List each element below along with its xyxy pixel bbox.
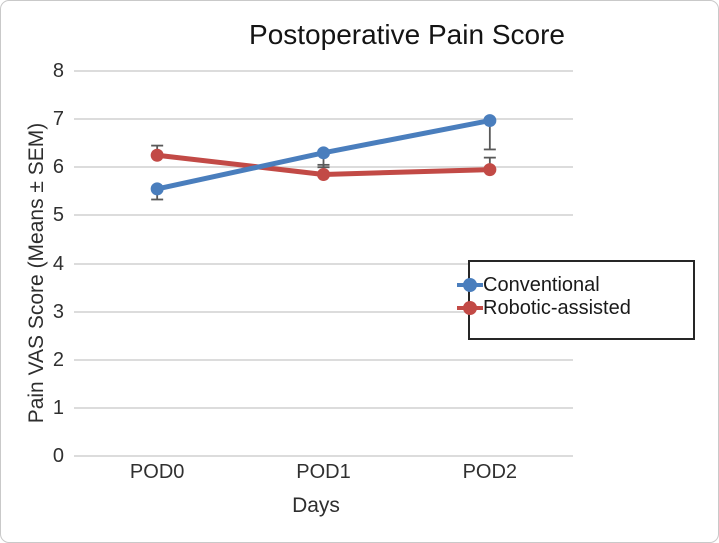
y-tick-label-7: 7 xyxy=(52,108,64,131)
legend: Conventional Robotic-assisted xyxy=(457,260,695,340)
gridline-y-5 xyxy=(74,214,573,217)
legend-label-robotic-assisted: Robotic-assisted xyxy=(483,297,631,319)
legend-label-conventional: Conventional xyxy=(483,274,600,296)
gridline-y-2 xyxy=(74,358,573,361)
y-tick-label-5: 5 xyxy=(52,204,64,227)
gridline-y-3 xyxy=(74,310,573,313)
data-point-conventional-pod0 xyxy=(150,182,164,196)
chart-title: Postoperative Pain Score xyxy=(249,19,565,50)
data-point-robotic-assisted-pod0 xyxy=(150,148,164,162)
robotic-assisted-line-marker-icon xyxy=(457,301,483,315)
legend-item-conventional: Conventional xyxy=(457,271,693,299)
data-point-conventional-pod2 xyxy=(483,114,497,128)
gridline-y-7 xyxy=(74,118,573,121)
y-tick-label-1: 1 xyxy=(52,396,64,419)
x-tick-label-pod0: POD0 xyxy=(129,461,185,483)
gridline-y-1 xyxy=(74,406,573,409)
data-point-robotic-assisted-pod2 xyxy=(483,163,497,177)
conventional-line-marker-icon xyxy=(457,278,483,292)
y-tick-label-8: 8 xyxy=(52,60,64,82)
gridline-y-8 xyxy=(74,70,573,72)
y-tick-label-3: 3 xyxy=(52,300,64,323)
x-axis-title: Days xyxy=(292,494,340,517)
y-tick-label-2: 2 xyxy=(52,348,64,371)
legend-item-robotic-assisted: Robotic-assisted xyxy=(457,294,693,322)
y-tick-label-6: 6 xyxy=(52,156,64,179)
y-tick-label-4: 4 xyxy=(52,252,64,275)
y-tick-label-0: 0 xyxy=(52,445,64,467)
data-point-conventional-pod1 xyxy=(317,146,330,160)
x-tick-label-pod1: POD1 xyxy=(296,461,351,483)
gridline-y-0 xyxy=(74,455,573,457)
data-point-robotic-assisted-pod1 xyxy=(317,167,330,181)
gridline-y-4 xyxy=(74,262,573,265)
x-tick-label-pod2: POD2 xyxy=(462,461,518,483)
